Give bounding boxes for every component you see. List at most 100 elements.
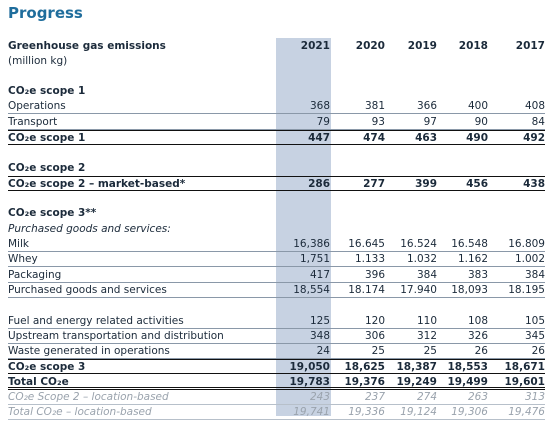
header-unit: (million kg)	[8, 55, 68, 67]
cell-value: 105	[524, 314, 545, 327]
cell-value: 474	[363, 131, 385, 144]
cell-value: 18,387	[396, 361, 437, 374]
cell-value: 110	[416, 314, 437, 327]
cell-value: 286	[308, 177, 330, 190]
table-row: Total CO₂e – location-based 19,741 19,336 1…	[8, 405, 545, 421]
cell-value: 16.645	[348, 238, 385, 250]
cell-value: 237	[364, 391, 385, 403]
cell-value: 26	[531, 345, 545, 358]
cell-value: 19,050	[289, 361, 330, 374]
cell-value: 93	[371, 115, 385, 128]
cell-value: 1.133	[354, 253, 385, 266]
table-row: Total CO₂e 19,783 19,376 19,249 19,499 19,601	[8, 375, 545, 390]
cell-value: 417	[309, 268, 330, 281]
row-label: Transport	[8, 115, 58, 128]
cell-value: 19,376	[344, 375, 385, 388]
table-row: Upstream transportation and distribution…	[8, 329, 545, 344]
row-label: Upstream transportation and distribution	[8, 329, 224, 342]
cell-value: 306	[364, 329, 385, 342]
cell-value: 19,601	[504, 375, 545, 388]
cell-value: 25	[371, 345, 385, 358]
year-header: 2019	[407, 40, 437, 52]
cell-value: 16.524	[400, 238, 437, 250]
cell-value: 274	[416, 391, 437, 403]
cell-value: 18,671	[504, 361, 545, 374]
cell-value: 399	[415, 177, 437, 190]
cell-value: 19,336	[348, 406, 385, 419]
cell-value: 19,476	[508, 406, 545, 419]
cell-value: 84	[531, 115, 545, 128]
row-label: Waste generated in operations	[8, 345, 170, 358]
title: Progress	[8, 4, 83, 22]
row-label: Purchased goods and services:	[8, 222, 171, 235]
cell-value: 25	[423, 345, 437, 358]
cell-value: 26	[474, 345, 488, 358]
row-label: Operations	[8, 100, 66, 113]
cell-value: 18.195	[508, 283, 545, 296]
cell-value: 16.548	[451, 238, 488, 250]
cell-value: 490	[466, 131, 488, 144]
row-label: CO₂e scope 1	[8, 85, 86, 97]
row-label: Purchased goods and services	[8, 283, 167, 296]
cell-value: 243	[309, 391, 330, 403]
cell-value: 384	[524, 268, 545, 281]
year-header: 2021	[300, 40, 330, 52]
table-row: CO₂e Scope 2 – location-based 243 237 274 26…	[8, 390, 545, 405]
cell-value: 345	[524, 329, 545, 342]
row-label: Milk	[8, 238, 29, 250]
table-row: Packaging 417 396 384 383 384	[8, 268, 545, 283]
cell-value: 18,093	[451, 283, 488, 296]
cell-value: 108	[467, 314, 488, 327]
table-row: CO₂e scope 1 447 474 463 490 492	[8, 129, 545, 145]
cell-value: 368	[309, 100, 330, 113]
cell-value: 456	[466, 177, 488, 190]
cell-value: 313	[524, 391, 545, 403]
table-row: Milk 16,386 16.645 16.524 16.548 16.809	[8, 237, 545, 252]
row-label: CO₂e scope 2	[8, 161, 86, 174]
cell-value: 19,741	[293, 406, 330, 419]
row-label: CO₂e scope 3**	[8, 207, 97, 220]
row-label: CO₂e scope 1	[8, 131, 86, 144]
row-label: Total CO₂e – location-based	[8, 406, 152, 419]
cell-value: 18.174	[348, 283, 385, 296]
cell-value: 312	[416, 329, 437, 342]
cell-value: 381	[364, 100, 385, 113]
cell-value: 19,124	[400, 406, 437, 419]
cell-value: 120	[364, 314, 385, 327]
cell-value: 277	[363, 177, 385, 190]
cell-value: 396	[364, 268, 385, 281]
table-row: CO₂e scope 3**	[8, 206, 545, 221]
cell-value: 492	[523, 131, 545, 144]
cell-value: 90	[474, 115, 488, 128]
table-row: Purchased goods and services 18,554 18.174…	[8, 283, 545, 298]
row-label: Fuel and energy related activities	[8, 314, 184, 327]
row-label: Whey	[8, 253, 38, 266]
cell-value: 97	[423, 115, 437, 128]
row-label: CO₂e Scope 2 – location-based	[8, 391, 169, 403]
year-header: 2020	[355, 40, 385, 52]
row-label: CO₂e scope 2 – market-based*	[8, 177, 186, 190]
table-row: CO₂e scope 1	[8, 84, 545, 99]
cell-value: 19,783	[289, 375, 330, 388]
table-row: CO₂e scope 2	[8, 161, 545, 176]
table-row: Fuel and energy related activities 125 120…	[8, 314, 545, 329]
cell-value: 19,249	[396, 375, 437, 388]
table-row: Waste generated in operations 24 25 25 26 26	[8, 344, 545, 360]
cell-value: 18,554	[293, 283, 330, 296]
table-row: Transport 79 93 97 90 84	[8, 115, 545, 130]
cell-value: 19,499	[447, 375, 488, 388]
year-header: 2017	[515, 40, 545, 52]
cell-value: 24	[316, 345, 330, 358]
row-label: CO₂e scope 3	[8, 361, 86, 374]
cell-value: 1.162	[457, 253, 488, 266]
cell-value: 438	[523, 177, 545, 190]
cell-value: 16,386	[293, 238, 330, 250]
row-label: Total CO₂e	[8, 375, 69, 388]
cell-value: 1.002	[514, 253, 545, 266]
cell-value: 125	[309, 314, 330, 327]
cell-value: 326	[467, 329, 488, 342]
cell-value: 447	[308, 131, 330, 144]
cell-value: 348	[309, 329, 330, 342]
cell-value: 16.809	[508, 238, 545, 250]
